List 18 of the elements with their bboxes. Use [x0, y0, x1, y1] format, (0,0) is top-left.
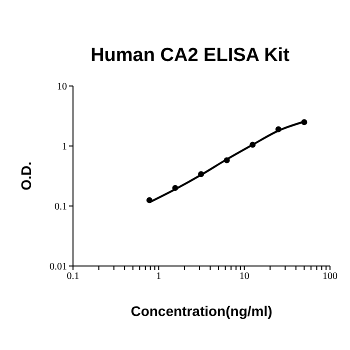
y-tick-label: 0.01	[50, 262, 67, 273]
y-tick-label: 1	[62, 142, 67, 153]
x-tick-label: 1	[156, 271, 162, 282]
point	[198, 171, 204, 178]
point	[224, 157, 230, 164]
y-tick-label: 10	[57, 82, 67, 93]
point	[275, 126, 282, 132]
y-axis-title: O.D.	[18, 162, 34, 190]
y-tick-label: 0.1	[54, 202, 67, 213]
x-tick-label: 100	[322, 271, 338, 282]
chart-title: Human CA2 ELISA Kit	[90, 44, 290, 68]
point	[250, 142, 256, 148]
x-axis-title: Concentration(ng/ml)	[130, 303, 272, 319]
x-tick-label: 10	[239, 271, 250, 282]
point	[146, 197, 152, 204]
x-tick-label: 0.1	[66, 271, 80, 282]
point	[301, 119, 308, 126]
point	[172, 184, 178, 191]
